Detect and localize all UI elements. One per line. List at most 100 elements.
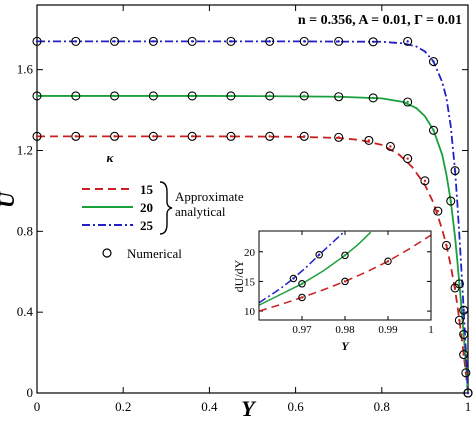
numerical-point-center-25 [453, 169, 457, 172]
numerical-point-20 [454, 279, 464, 289]
numerical-point-15 [433, 206, 443, 216]
numerical-point-center-15 [337, 136, 340, 139]
numerical-point-20 [298, 280, 306, 288]
numerical-point-center-20 [462, 333, 465, 336]
numerical-point-20 [368, 93, 378, 103]
numerical-point-center-20 [303, 94, 306, 98]
numerical-point-25 [110, 36, 120, 46]
numerical-point-center-15 [268, 135, 271, 138]
numerical-point-20 [428, 125, 439, 135]
numerical-point-center-15 [35, 135, 39, 138]
numerical-point-20 [446, 196, 456, 206]
numerical-point-25 [187, 36, 197, 46]
series-line-25 [259, 231, 346, 304]
numerical-point-20 [148, 91, 158, 101]
numerical-point-15 [110, 131, 120, 141]
x-axis-label: Y [241, 396, 257, 421]
numerical-point-20 [187, 91, 197, 101]
numerical-point-20 [459, 329, 469, 339]
numerical-point-15 [32, 131, 42, 141]
legend-numerical-label: Numerical [127, 246, 182, 261]
series-line-25 [37, 40, 468, 393]
main-ticks: 0 0.2 0.4 0.6 0.8 100.40.81.21.6 [17, 5, 471, 414]
numerical-point-25 [148, 36, 158, 46]
series-line-20 [37, 95, 468, 393]
numerical-point-20 [110, 91, 120, 101]
numerical-point-center-20 [35, 94, 39, 98]
numerical-point-center-20 [74, 94, 77, 98]
y-tick-label: 10 [244, 306, 256, 318]
numerical-point-center-20 [449, 199, 452, 203]
numerical-point-25 [428, 57, 439, 67]
inset-plot-frame [258, 230, 432, 321]
numerical-point-center-15 [406, 157, 409, 160]
numerical-point-center-25 [268, 40, 271, 43]
numerical-point-center-25 [337, 40, 340, 43]
numerical-point-25 [265, 36, 275, 46]
x-tick-label: 0.98 [335, 324, 355, 336]
numerical-point-center-25 [462, 308, 465, 312]
numerical-point-15 [334, 132, 344, 142]
numerical-point-25 [32, 36, 42, 46]
numerical-point-center-15 [343, 280, 347, 283]
x-tick-label: 0.6 [287, 399, 304, 414]
numerical-point-center-20 [229, 94, 233, 98]
numerical-point-15 [420, 176, 430, 186]
y-tick-label: 0 [27, 385, 34, 400]
numerical-point-20 [265, 91, 275, 101]
legend-numerical-marker [102, 248, 112, 258]
numerical-point-15 [384, 257, 392, 266]
numerical-point-15 [71, 131, 81, 141]
numerical-point-center-20 [371, 96, 375, 100]
numerical-point-15 [461, 368, 471, 378]
numerical-point-25 [463, 388, 473, 398]
numerical-point-15 [187, 131, 197, 141]
numerical-point-center-25 [318, 253, 321, 256]
numerical-point-center-15 [462, 353, 465, 356]
x-tick-label: 0.97 [292, 324, 312, 336]
numerical-point-center-15 [303, 135, 306, 138]
y-axis-label: U [0, 191, 19, 208]
numerical-point-20 [299, 91, 309, 101]
y-tick-label: 0.4 [17, 304, 34, 319]
numerical-point-20 [341, 251, 349, 260]
numerical-point-15 [364, 135, 374, 145]
numerical-point-15 [341, 277, 349, 286]
numerical-point-center-15 [389, 145, 392, 148]
legend-label-25: 25 [140, 218, 154, 233]
numerical-point-15 [403, 154, 413, 164]
x-tick-label: 1 [428, 324, 434, 336]
numerical-point-20 [334, 92, 344, 102]
x-tick-label: 0.8 [374, 399, 390, 414]
numerical-point-center-25 [152, 40, 155, 43]
numerical-point-25 [71, 36, 81, 46]
numerical-point-center-20 [458, 282, 461, 286]
numerical-point-15 [226, 131, 236, 141]
main-points [32, 36, 473, 398]
inset-y-axis-label: dU/dY [232, 259, 246, 292]
legend: κ 15 20 25 Approximate analytical Numeri… [82, 150, 244, 261]
numerical-point-center-15 [464, 371, 468, 374]
numerical-point-center-25 [190, 40, 194, 43]
numerical-point-center-20 [343, 254, 347, 257]
numerical-point-15 [441, 240, 452, 251]
numerical-point-25 [299, 36, 309, 46]
numerical-point-center-20 [406, 100, 409, 104]
numerical-point-center-20 [113, 94, 116, 98]
numerical-point-center-25 [229, 40, 233, 43]
numerical-point-center-25 [406, 40, 409, 43]
main-lines [37, 40, 468, 393]
numerical-point-25 [459, 305, 469, 315]
numerical-point-center-20 [432, 129, 435, 132]
numerical-point-center-20 [190, 94, 194, 98]
numerical-point-15 [459, 350, 469, 360]
numerical-point-center-15 [74, 135, 77, 138]
legend-title: κ [107, 150, 115, 165]
numerical-point-15 [148, 131, 158, 141]
inset-x-axis-label: Y [341, 339, 350, 353]
parameter-annotation: n = 0.356, A = 0.01, Γ = 0.01 [298, 13, 462, 28]
numerical-point-25 [226, 36, 236, 46]
numerical-point-center-25 [432, 60, 435, 63]
